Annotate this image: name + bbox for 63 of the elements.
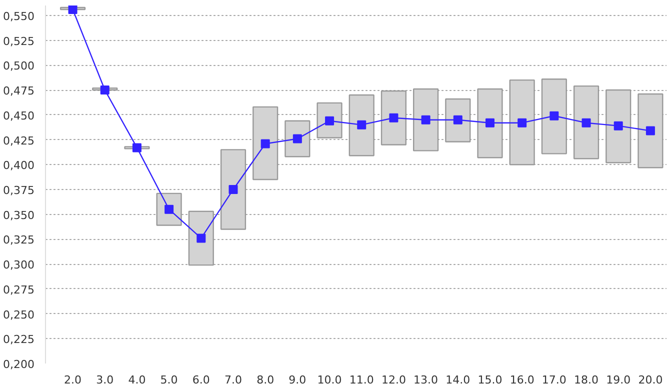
x-tick-label: 17.0 — [542, 374, 566, 386]
y-tick-label: 0,375 — [3, 184, 35, 197]
point — [518, 118, 527, 128]
bar — [541, 78, 567, 154]
x-tick-label: 3.0 — [96, 374, 114, 386]
bar — [380, 90, 407, 146]
bar — [413, 88, 439, 152]
x-tick-label: 11.0 — [349, 374, 374, 386]
bar — [573, 85, 600, 160]
x-tick-label: 7.0 — [224, 374, 242, 386]
point — [646, 126, 655, 136]
point — [68, 6, 78, 14]
x-tick-label: 14.0 — [446, 374, 470, 386]
x-tick-label: 2.0 — [64, 374, 82, 386]
point — [228, 184, 238, 194]
y-tick-label: 0,275 — [3, 283, 35, 296]
x-tick-label: 16.0 — [510, 374, 534, 386]
point — [485, 118, 494, 128]
y-tick-label: 0,250 — [3, 308, 35, 322]
y-tick-label: 0,350 — [3, 208, 35, 222]
y-tick-label: 0,450 — [3, 109, 35, 122]
y-tick-label: 0,425 — [3, 134, 35, 148]
y-tick-label: 0,500 — [3, 60, 35, 73]
x-tick-label: 5.0 — [160, 374, 178, 386]
x-tick-label: 19.0 — [606, 374, 631, 386]
y-tick-label: 0,525 — [3, 34, 35, 48]
y-tick-label: 0,400 — [3, 159, 35, 172]
x-tick-label: 9.0 — [288, 374, 306, 386]
y-tick-label: 0,200 — [3, 358, 35, 371]
bar — [220, 149, 246, 230]
point — [614, 121, 623, 130]
point — [357, 120, 366, 130]
point — [550, 111, 559, 120]
x-tick-label: 13.0 — [414, 374, 438, 386]
x-tick-label: 6.0 — [192, 374, 210, 386]
y-tick-label: 0,550 — [3, 10, 35, 23]
x-tick-label: 8.0 — [256, 374, 274, 386]
bar — [348, 94, 374, 156]
y-tick-label: 0,475 — [3, 84, 35, 98]
x-tick-label: 20.0 — [638, 374, 663, 386]
bar — [606, 89, 632, 164]
x-tick-label: 15.0 — [478, 374, 502, 386]
bar — [252, 106, 278, 180]
point — [100, 86, 110, 95]
y-tick-label: 0,225 — [3, 333, 35, 346]
x-tick-label: 18.0 — [574, 374, 599, 386]
point — [196, 234, 206, 243]
x-tick-label: 10.0 — [317, 374, 342, 386]
point — [453, 115, 462, 124]
point — [132, 143, 142, 152]
bar — [638, 93, 664, 168]
bar — [445, 98, 471, 142]
bar — [509, 79, 535, 166]
bar — [188, 210, 214, 266]
point — [389, 113, 398, 122]
x-tick-label: 4.0 — [128, 374, 146, 386]
bar — [477, 88, 503, 158]
point — [260, 139, 270, 148]
point — [582, 118, 591, 128]
x-tick-label: 12.0 — [381, 374, 406, 386]
y-tick-label: 0,325 — [3, 234, 35, 247]
point — [421, 115, 430, 124]
y-tick-label: 0,300 — [3, 258, 35, 272]
